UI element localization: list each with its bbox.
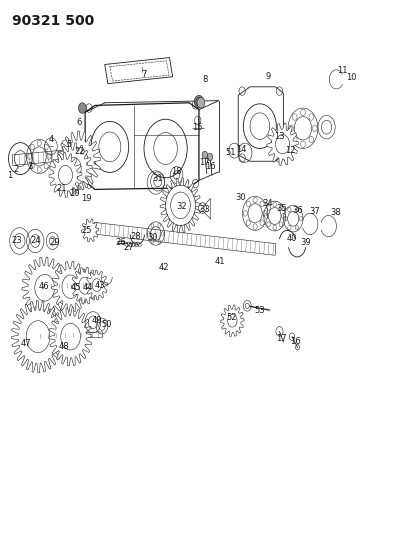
Polygon shape (12, 150, 70, 165)
Text: 16: 16 (290, 337, 301, 346)
Text: 23: 23 (12, 237, 22, 246)
Text: 34: 34 (262, 199, 273, 208)
Text: 49: 49 (92, 316, 102, 325)
Text: 17: 17 (276, 334, 286, 343)
Text: 8: 8 (202, 75, 208, 84)
Text: 12: 12 (285, 146, 296, 155)
Text: 22: 22 (74, 147, 84, 156)
Polygon shape (11, 301, 65, 373)
Text: 39: 39 (300, 238, 311, 247)
Text: 90321 500: 90321 500 (13, 14, 95, 28)
Text: 29: 29 (50, 238, 60, 247)
Polygon shape (22, 257, 67, 319)
Polygon shape (71, 267, 99, 304)
Text: 26: 26 (115, 238, 126, 247)
Text: 46: 46 (39, 282, 49, 291)
Polygon shape (221, 305, 244, 336)
Text: 42: 42 (158, 263, 169, 272)
Text: 41: 41 (214, 257, 225, 265)
Text: 50: 50 (101, 320, 112, 329)
Text: 38: 38 (330, 208, 340, 217)
Polygon shape (54, 143, 92, 193)
Text: 43: 43 (94, 280, 105, 289)
Text: 47: 47 (21, 339, 32, 348)
Polygon shape (94, 222, 276, 255)
Polygon shape (49, 153, 82, 197)
Text: 32: 32 (176, 203, 187, 212)
Text: 4: 4 (49, 135, 54, 144)
Polygon shape (86, 270, 108, 300)
Text: 13: 13 (274, 132, 285, 141)
Polygon shape (58, 131, 101, 189)
Text: 52: 52 (226, 312, 237, 321)
Text: 6: 6 (76, 118, 82, 127)
Text: 18: 18 (171, 167, 182, 176)
Text: 11: 11 (337, 67, 348, 75)
Text: 2: 2 (14, 165, 19, 174)
Text: 5: 5 (67, 140, 72, 149)
Text: 15: 15 (193, 123, 203, 132)
Polygon shape (52, 261, 89, 312)
Text: 40: 40 (287, 235, 297, 244)
Text: 30: 30 (148, 233, 158, 242)
Circle shape (202, 151, 208, 159)
Polygon shape (82, 219, 99, 242)
Circle shape (207, 154, 213, 161)
Text: 25: 25 (82, 226, 92, 235)
Circle shape (194, 95, 204, 108)
Circle shape (197, 98, 205, 108)
Polygon shape (40, 282, 103, 289)
Text: 21: 21 (56, 184, 67, 193)
Text: 1: 1 (7, 171, 12, 180)
Text: 35: 35 (277, 204, 287, 213)
Text: 27: 27 (123, 243, 134, 252)
Polygon shape (267, 123, 298, 165)
Text: 7: 7 (141, 70, 147, 78)
Polygon shape (160, 178, 201, 233)
Text: 36: 36 (292, 206, 303, 215)
Text: 9: 9 (265, 71, 270, 80)
Text: 45: 45 (71, 283, 81, 292)
Text: 14: 14 (236, 145, 247, 154)
Text: 19: 19 (81, 194, 91, 203)
Text: 37: 37 (309, 207, 320, 216)
Text: 51: 51 (225, 148, 236, 157)
Text: 20: 20 (69, 189, 80, 198)
Text: 17: 17 (199, 158, 209, 167)
Text: 31: 31 (152, 174, 163, 183)
Text: 24: 24 (30, 237, 41, 246)
Text: 44: 44 (83, 283, 93, 292)
Polygon shape (49, 308, 92, 366)
Circle shape (78, 103, 86, 114)
Text: 28: 28 (131, 232, 141, 241)
Text: 16: 16 (205, 162, 216, 171)
Text: 3: 3 (28, 161, 33, 171)
Polygon shape (36, 332, 103, 340)
Text: 53: 53 (255, 305, 265, 314)
Text: 48: 48 (59, 342, 70, 351)
Text: 30: 30 (235, 193, 246, 202)
Text: 10: 10 (346, 73, 357, 82)
Text: 33: 33 (199, 205, 210, 214)
